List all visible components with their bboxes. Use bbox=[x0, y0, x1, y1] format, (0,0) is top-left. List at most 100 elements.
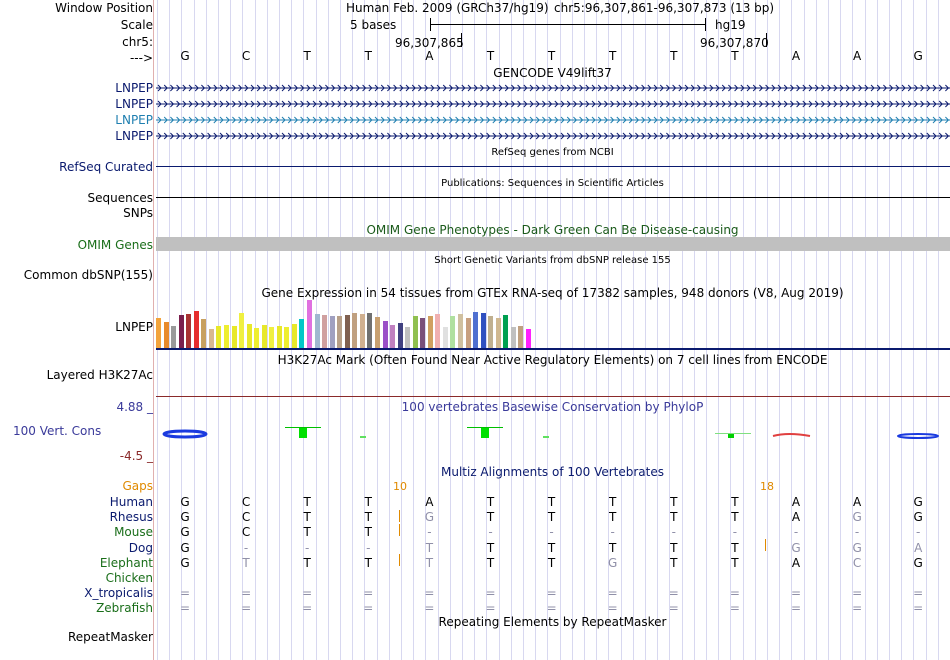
gtex-tissue-bar[interactable] bbox=[239, 313, 245, 348]
gtex-tissue-bar[interactable] bbox=[503, 315, 509, 348]
gtex-tissue-bar[interactable] bbox=[231, 326, 237, 348]
alignment-base: A bbox=[791, 495, 801, 509]
gtex-tissue-bar[interactable] bbox=[261, 325, 267, 348]
gtex-tissue-bar[interactable] bbox=[420, 318, 426, 348]
gtex-tissue-bar[interactable] bbox=[344, 315, 350, 348]
omim-gene-bar[interactable] bbox=[156, 237, 950, 251]
gtex-tissue-bar[interactable] bbox=[458, 314, 463, 348]
gtex-tissue-bar[interactable] bbox=[314, 314, 320, 348]
gtex-label[interactable]: LNPEP bbox=[115, 320, 153, 334]
scale-bar-right-tick bbox=[705, 18, 706, 31]
gtex-tissue-bar[interactable] bbox=[480, 313, 486, 348]
gtex-tissue-bar[interactable] bbox=[178, 315, 184, 348]
gencode-transcript-label[interactable]: LNPEP bbox=[115, 129, 153, 143]
gtex-tissue-bar[interactable] bbox=[352, 313, 358, 348]
grid-line bbox=[840, 0, 842, 660]
omim-label[interactable]: OMIM Genes bbox=[77, 238, 153, 252]
alignment-base: C bbox=[241, 510, 251, 525]
gtex-tissue-bar[interactable] bbox=[291, 324, 297, 348]
gtex-tissue-bar[interactable] bbox=[284, 327, 290, 348]
gtex-tissue-bar[interactable] bbox=[208, 329, 214, 348]
base-letter: A bbox=[425, 49, 434, 63]
alignment-base: = bbox=[363, 586, 374, 601]
species-label[interactable]: Dog bbox=[128, 540, 153, 555]
gtex-tissue-bar[interactable] bbox=[163, 322, 169, 348]
publications-line[interactable] bbox=[156, 197, 950, 198]
gtex-tissue-bar[interactable] bbox=[405, 327, 411, 348]
species-label[interactable]: Elephant bbox=[99, 555, 153, 570]
gtex-tissue-bar[interactable] bbox=[390, 325, 396, 348]
cons-label[interactable]: 100 Vert. Cons bbox=[13, 424, 102, 438]
gtex-tissue-bar[interactable] bbox=[442, 327, 448, 348]
gtex-tissue-bar[interactable] bbox=[246, 324, 252, 348]
gtex-tissue-bar[interactable] bbox=[382, 321, 388, 348]
alignment-base: - bbox=[488, 525, 493, 540]
gtex-tissue-bar[interactable] bbox=[488, 316, 494, 348]
dbsnp-title: Short Genetic Variants from dbSNP releas… bbox=[434, 255, 671, 266]
gtex-tissue-bar[interactable] bbox=[307, 300, 312, 348]
gtex-tissue-bar[interactable] bbox=[412, 316, 418, 348]
gtex-tissue-bar[interactable] bbox=[337, 316, 343, 348]
refseq-line[interactable] bbox=[156, 166, 950, 167]
alignment-base: G bbox=[791, 540, 801, 555]
alignment-base: G bbox=[913, 495, 923, 509]
grid-line bbox=[925, 0, 927, 660]
refseq-label[interactable]: RefSeq Curated bbox=[59, 160, 153, 174]
gtex-tissue-bar[interactable] bbox=[322, 315, 328, 348]
gtex-tissue-bar[interactable] bbox=[269, 327, 275, 348]
dbsnp-label[interactable]: Common dbSNP(155) bbox=[23, 268, 153, 282]
gtex-tissue-bar[interactable] bbox=[374, 317, 380, 348]
species-label[interactable]: Mouse bbox=[114, 525, 153, 540]
gencode-transcript-label[interactable]: LNPEP bbox=[115, 97, 153, 111]
gtex-tissue-bar[interactable] bbox=[435, 314, 441, 348]
gtex-tissue-bar[interactable] bbox=[186, 314, 192, 348]
gtex-tissue-bar[interactable] bbox=[216, 326, 222, 348]
gtex-tissue-bar[interactable] bbox=[223, 325, 229, 348]
sequences-label[interactable]: Sequences bbox=[87, 191, 153, 205]
gap-insert-tick-1 bbox=[399, 510, 400, 522]
gaps-label[interactable]: Gaps bbox=[122, 479, 153, 493]
gtex-tissue-bar[interactable] bbox=[276, 326, 282, 348]
conservation-graph[interactable] bbox=[155, 420, 950, 450]
gtex-tissue-bar[interactable] bbox=[525, 329, 531, 348]
gtex-tissue-bar[interactable] bbox=[193, 311, 199, 348]
gtex-tissue-bar[interactable] bbox=[518, 326, 524, 348]
gtex-tissue-bar[interactable] bbox=[171, 326, 177, 348]
alignment-base: T bbox=[486, 540, 495, 555]
gencode-transcript-line[interactable] bbox=[156, 98, 950, 110]
gtex-tissue-bar[interactable] bbox=[329, 316, 335, 348]
gtex-tissue-bar[interactable] bbox=[450, 316, 456, 348]
gtex-tissue-bar[interactable] bbox=[367, 313, 373, 348]
gtex-tissue-bar[interactable] bbox=[254, 328, 260, 348]
alignment-base: G bbox=[424, 510, 435, 525]
repeat-label[interactable]: RepeatMasker bbox=[67, 630, 153, 644]
species-label[interactable]: Human bbox=[109, 495, 153, 509]
gencode-transcript-line[interactable] bbox=[156, 130, 950, 142]
species-label[interactable]: Rhesus bbox=[109, 510, 153, 525]
gtex-bar-chart[interactable] bbox=[156, 300, 950, 348]
gencode-transcript-line[interactable] bbox=[156, 82, 950, 94]
gtex-tissue-bar[interactable] bbox=[427, 316, 433, 348]
h3k27-label[interactable]: Layered H3K27Ac bbox=[46, 368, 153, 382]
gtex-tissue-bar[interactable] bbox=[397, 323, 403, 348]
gencode-transcript-line[interactable] bbox=[156, 114, 950, 126]
base-letter: T bbox=[609, 49, 617, 63]
gtex-tissue-bar[interactable] bbox=[465, 318, 471, 348]
species-label[interactable]: Zebrafish bbox=[96, 601, 153, 616]
gtex-tissue-bar[interactable] bbox=[495, 318, 501, 348]
gtex-tissue-bar[interactable] bbox=[201, 319, 207, 348]
gtex-tissue-bar[interactable] bbox=[299, 319, 305, 348]
base-letter: T bbox=[547, 49, 556, 63]
gencode-transcript-label[interactable]: LNPEP bbox=[115, 113, 153, 127]
alignment-base: = bbox=[179, 586, 191, 601]
species-label[interactable]: X_tropicalis bbox=[84, 586, 153, 601]
gtex-tissue-bar[interactable] bbox=[473, 312, 479, 348]
species-label[interactable]: Chicken bbox=[105, 571, 153, 585]
gtex-tissue-bar[interactable] bbox=[510, 327, 516, 348]
gtex-tissue-bar[interactable] bbox=[359, 314, 365, 348]
alignment-base: - bbox=[671, 525, 676, 540]
gtex-tissue-bar[interactable] bbox=[156, 318, 161, 348]
gencode-transcript-label[interactable]: LNPEP bbox=[115, 81, 153, 95]
snps-label[interactable]: SNPs bbox=[123, 206, 153, 220]
